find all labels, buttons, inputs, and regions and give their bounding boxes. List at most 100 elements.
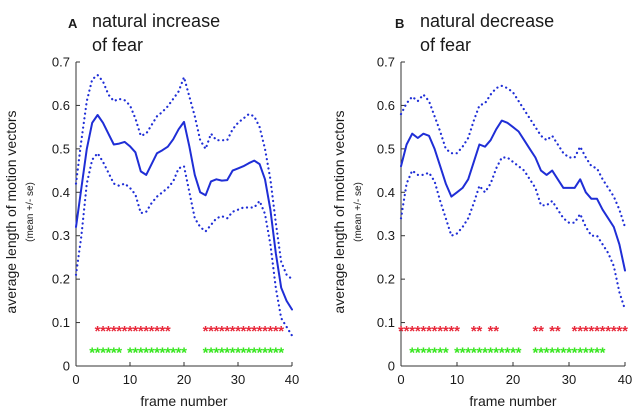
x-tick-label: 20 [506, 372, 520, 387]
significance-marker: * [454, 345, 460, 362]
x-axis-label: frame number [140, 393, 227, 409]
significance-marker: * [176, 345, 182, 362]
significance-marker: * [476, 323, 482, 340]
significance-marker: * [493, 323, 499, 340]
significance-marker: * [549, 345, 555, 362]
significance-marker: * [100, 323, 106, 340]
significance-marker: * [267, 345, 273, 362]
significance-marker: * [583, 323, 589, 340]
significance-marker: * [465, 345, 471, 362]
significance-marker: * [251, 323, 257, 340]
series-line-se-bound [74, 73, 294, 281]
significance-marker: * [122, 323, 128, 340]
significance-marker: * [159, 323, 165, 340]
significance-marker: * [532, 323, 538, 340]
x-tick-label: 0 [72, 372, 79, 387]
x-tick-label: 0 [397, 372, 404, 387]
significance-marker: * [111, 323, 117, 340]
significance-marker: * [594, 345, 600, 362]
significance-marker: * [262, 345, 268, 362]
significance-marker: * [549, 323, 555, 340]
significance-marker: * [127, 323, 133, 340]
y-axis-sublabel: (mean +/- se) [25, 182, 36, 242]
significance-marker: * [111, 345, 117, 362]
significance-marker: * [488, 323, 494, 340]
panel-b: B natural decrease of fear average lengt… [331, 11, 632, 409]
x-tick-label: 10 [450, 372, 464, 387]
significance-marker: * [437, 323, 443, 340]
significance-marker: * [262, 323, 268, 340]
significance-marker: * [89, 345, 95, 362]
significance-marker: * [230, 323, 236, 340]
significance-marker: * [230, 345, 236, 362]
significance-marker: * [510, 345, 516, 362]
significance-marker: * [448, 323, 454, 340]
significance-marker: * [420, 323, 426, 340]
significance-marker: * [235, 323, 241, 340]
series-line-se-bound [399, 84, 627, 229]
significance-marker: * [105, 345, 111, 362]
significance-marker: * [443, 345, 449, 362]
significance-marker: * [224, 345, 230, 362]
significance-marker: * [415, 323, 421, 340]
series-line-mean [75, 114, 293, 311]
significance-marker: * [471, 345, 477, 362]
significance-marker: * [426, 323, 432, 340]
significance-marker: * [278, 323, 284, 340]
significance-marker: * [257, 345, 263, 362]
significance-marker: * [224, 323, 230, 340]
y-tick-label: 0.5 [52, 141, 70, 156]
significance-marker: * [398, 323, 404, 340]
significance-marker: * [138, 345, 144, 362]
significance-marker: * [251, 345, 257, 362]
significance-marker: * [555, 345, 561, 362]
y-tick-label: 0.5 [377, 141, 395, 156]
significance-marker: * [600, 345, 606, 362]
significance-marker: * [208, 323, 214, 340]
significance-marker: * [240, 323, 246, 340]
significance-marker: * [600, 323, 606, 340]
y-axis-sublabel: (mean +/- se) [353, 182, 364, 242]
x-tick-label: 10 [123, 372, 137, 387]
significance-marker: * [560, 345, 566, 362]
y-tick-label: 0.4 [52, 185, 70, 200]
significance-marker: * [235, 345, 241, 362]
significance-marker: * [532, 345, 538, 362]
significance-marker: * [127, 345, 133, 362]
y-tick-label: 0.3 [377, 228, 395, 243]
significance-marker: * [95, 345, 101, 362]
significance-marker: * [409, 345, 415, 362]
x-tick-label: 30 [562, 372, 576, 387]
significance-marker: * [409, 323, 415, 340]
y-tick-label: 0 [63, 359, 70, 374]
chart-title-line-2: of fear [420, 35, 471, 55]
significance-marker: * [159, 345, 165, 362]
significance-marker: * [476, 345, 482, 362]
significance-marker: * [246, 345, 252, 362]
significance-marker: * [594, 323, 600, 340]
significance-marker: * [544, 345, 550, 362]
significance-marker: * [246, 323, 252, 340]
y-tick-label: 0 [388, 359, 395, 374]
significance-marker: * [257, 323, 263, 340]
significance-marker: * [516, 345, 522, 362]
chart-title-line-1: natural increase [92, 11, 220, 31]
significance-marker: * [273, 323, 279, 340]
series-line-mean [400, 119, 626, 272]
significance-marker: * [577, 323, 583, 340]
significance-marker: * [273, 345, 279, 362]
panel-a: A natural increase of fear average lengt… [3, 11, 299, 409]
significance-marker: * [240, 345, 246, 362]
x-tick-label: 20 [177, 372, 191, 387]
significance-marker: * [493, 345, 499, 362]
x-tick-label: 40 [618, 372, 632, 387]
panel-letter: A [68, 16, 78, 31]
significance-marker: * [105, 323, 111, 340]
y-tick-label: 0.7 [377, 55, 395, 70]
significance-marker: * [555, 323, 561, 340]
y-tick-label: 0.2 [52, 272, 70, 287]
significance-marker: * [460, 345, 466, 362]
significance-marker: * [181, 345, 187, 362]
y-tick-label: 0.6 [377, 98, 395, 113]
